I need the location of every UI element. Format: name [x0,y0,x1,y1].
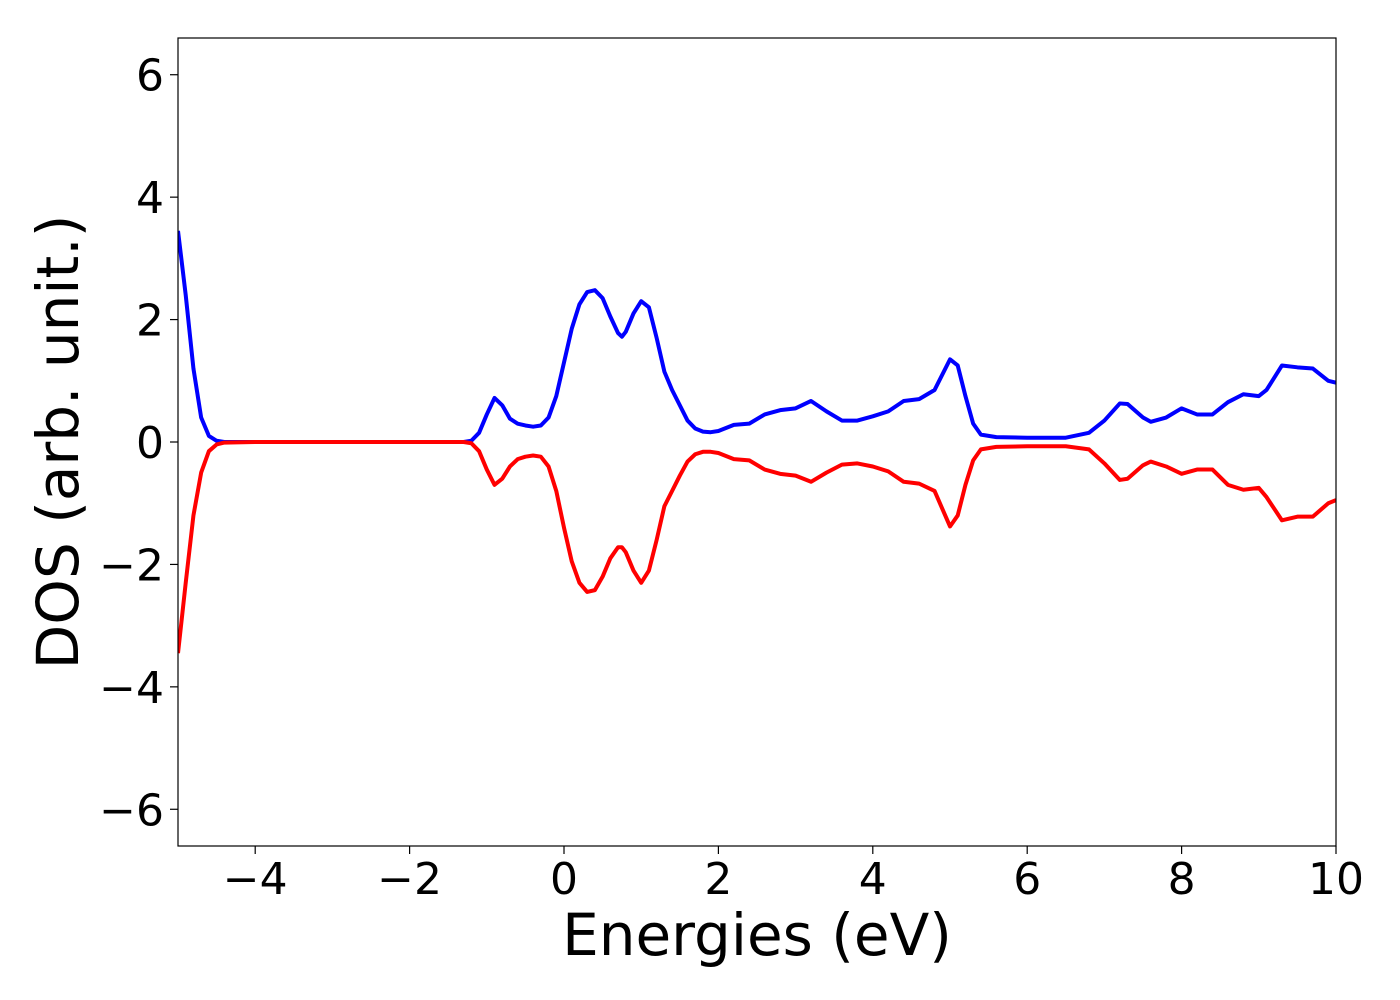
y-tick-label: −2 [99,540,164,591]
dos-line [178,230,1336,444]
x-tick-label: 6 [1013,854,1041,905]
x-tick-label: 8 [1168,854,1196,905]
y-tick-label: 4 [136,173,164,224]
y-tick-label: 2 [136,296,164,347]
x-tick-label: 0 [550,854,578,905]
y-tick-label: −4 [99,663,164,714]
x-axis-label: Energies (eV) [562,901,952,969]
x-tick-label: 10 [1308,854,1364,905]
x-tick-label: 4 [859,854,887,905]
x-tick-label: −2 [377,854,442,905]
y-tick-label: 6 [136,51,164,102]
plot-lines [178,230,1336,654]
y-tick-label: −6 [99,785,164,836]
dos-line [178,440,1336,654]
y-tick-label: 0 [136,418,164,469]
y-axis-label: DOS (arb. unit.) [24,215,92,670]
x-tick-label: −4 [223,854,288,905]
x-tick-label: 2 [704,854,732,905]
